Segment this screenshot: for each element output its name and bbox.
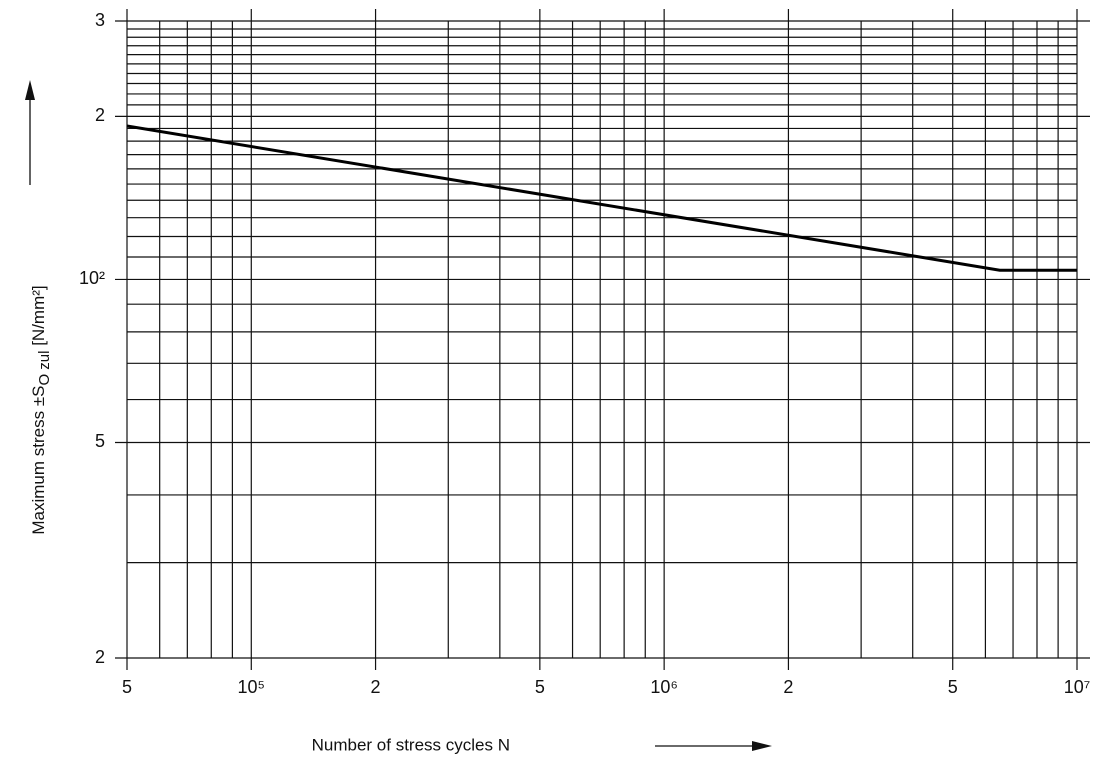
y-tick-label: 10² xyxy=(79,268,105,288)
x-tick-label: 10⁷ xyxy=(1064,677,1091,697)
x-axis-label: Number of stress cycles N xyxy=(312,735,510,754)
x-tick-label: 2 xyxy=(783,677,793,697)
y-axis-label: Maximum stress ±SO zul [N/mm²] xyxy=(29,285,52,534)
x-tick-label: 5 xyxy=(535,677,545,697)
y-arrow xyxy=(25,80,35,185)
x-tick-label: 5 xyxy=(122,677,132,697)
y-tick-label: 2 xyxy=(95,647,105,667)
y-axis-label-unit: [N/mm²] xyxy=(29,285,48,350)
x-tick-label: 5 xyxy=(948,677,958,697)
y-tick-label: 3 xyxy=(95,10,105,30)
x-tick-label: 2 xyxy=(371,677,381,697)
stress-curve xyxy=(126,124,1077,272)
y-tick-label: 5 xyxy=(95,431,105,451)
x-tick-label: 10⁵ xyxy=(238,677,265,697)
y-tick-label: 2 xyxy=(95,105,105,125)
y-axis-label-text: Maximum stress ±S xyxy=(29,386,48,535)
x-tick-label: 10⁶ xyxy=(650,677,677,697)
x-arrow xyxy=(655,741,772,751)
y-axis-label-subscript: O zul xyxy=(36,351,53,386)
